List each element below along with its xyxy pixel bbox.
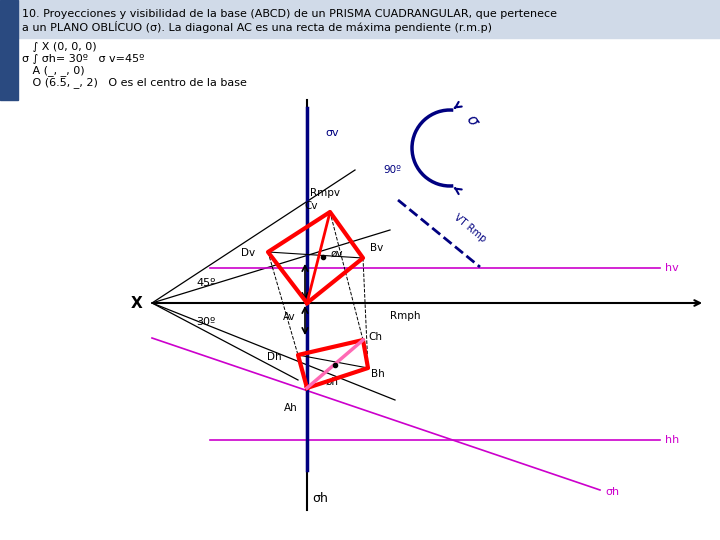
Text: Bv: Bv: [370, 243, 383, 253]
Text: Ch: Ch: [368, 332, 382, 342]
Text: ∫ X (0, 0, 0): ∫ X (0, 0, 0): [22, 42, 96, 52]
Text: Rmpv: Rmpv: [310, 188, 340, 198]
Text: O (6.5, _, 2)   O es el centro de la base: O (6.5, _, 2) O es el centro de la base: [22, 78, 247, 89]
Text: Ah: Ah: [284, 403, 298, 413]
Text: σ: σ: [463, 112, 481, 128]
Text: σh: σh: [312, 491, 328, 504]
Text: Cv: Cv: [305, 201, 318, 211]
Text: Rmph: Rmph: [390, 311, 420, 321]
Text: 10. Proyecciones y visibilidad de la base (ABCD) de un PRISMA CUADRANGULAR, que : 10. Proyecciones y visibilidad de la bas…: [22, 9, 557, 19]
Text: a un PLANO OBLÍCUO (σ). La diagonal AC es una recta de máxima pendiente (r.m.p): a un PLANO OBLÍCUO (σ). La diagonal AC e…: [22, 21, 492, 33]
Bar: [0, 0, 720, 38]
Text: hv: hv: [665, 263, 679, 273]
Text: σh: σh: [605, 487, 619, 497]
Text: Dv: Dv: [241, 248, 255, 258]
Text: σv: σv: [325, 128, 339, 138]
Bar: [0, 0, 18, 100]
Text: Av: Av: [284, 312, 296, 322]
Text: 90º: 90º: [383, 165, 401, 175]
Text: 45º: 45º: [196, 278, 215, 288]
Text: øh: øh: [325, 377, 338, 387]
Text: σ ∫ σh= 30º   σ v=45º: σ ∫ σh= 30º σ v=45º: [22, 54, 145, 64]
Text: Bh: Bh: [371, 369, 384, 379]
Text: Dh: Dh: [267, 352, 282, 362]
Text: A (_, _, 0): A (_, _, 0): [22, 65, 85, 77]
Text: 30º: 30º: [196, 317, 215, 327]
Text: øv: øv: [331, 249, 343, 259]
Text: VT Rmp: VT Rmp: [452, 212, 488, 244]
Text: hh: hh: [665, 435, 679, 445]
Text: X: X: [130, 295, 142, 310]
